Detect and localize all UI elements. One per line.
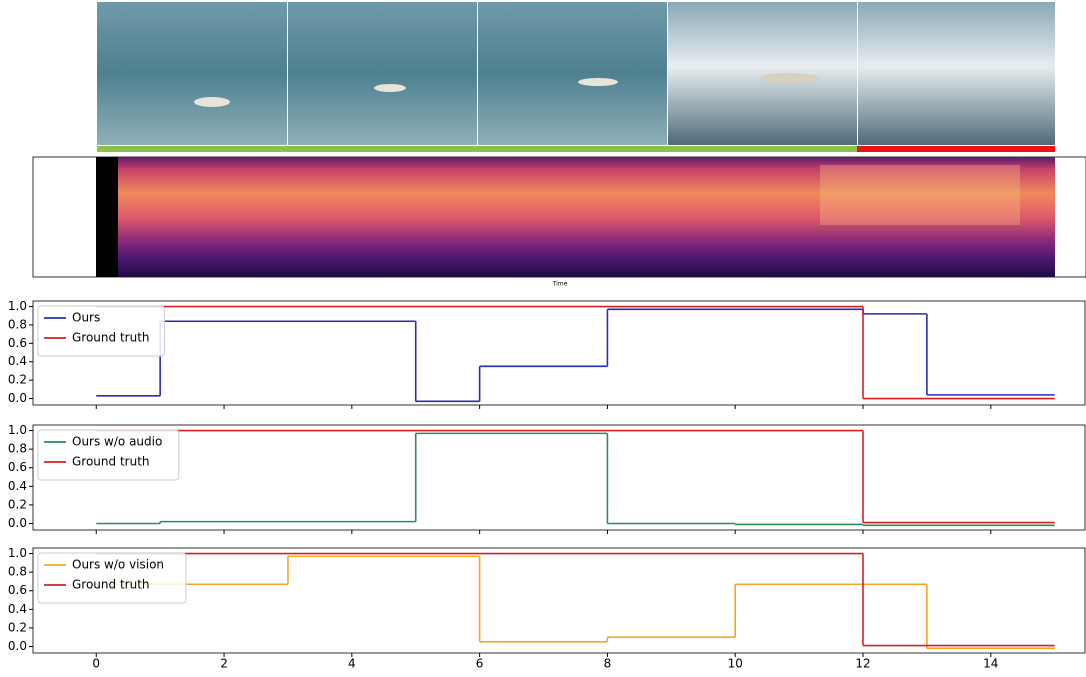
y-tick-label: 0.6 [8, 583, 27, 597]
y-tick-label: 1.0 [8, 423, 27, 437]
y-tick-label: 0.2 [8, 497, 27, 511]
spectrogram: Time [33, 157, 1086, 288]
x-tick-label: 6 [476, 657, 484, 671]
axes-frame [33, 425, 1085, 530]
frame [97, 2, 287, 145]
y-tick-label: 0.8 [8, 565, 27, 579]
frame [858, 2, 1055, 145]
segment-bar [97, 146, 857, 152]
x-tick-label: 0 [92, 657, 100, 671]
y-tick-label: 0.6 [8, 460, 27, 474]
spectrogram-highlight [820, 165, 1020, 225]
y-tick-label: 1.0 [8, 546, 27, 560]
y-tick-label: 0.0 [8, 639, 27, 653]
y-tick-label: 0.8 [8, 317, 27, 331]
video-frames [97, 2, 1055, 152]
x-tick-label: 4 [348, 657, 356, 671]
y-tick-label: 0.4 [8, 602, 27, 616]
legend-label: Ground truth [72, 578, 150, 592]
x-tick-label: 14 [983, 657, 998, 671]
spectrogram-xlabel: Time [552, 281, 568, 288]
y-tick-label: 0.4 [8, 479, 27, 493]
legend-label: Ours w/o audio [72, 435, 162, 449]
frame [478, 2, 667, 145]
surfboard [374, 84, 406, 92]
y-tick-label: 0.6 [8, 336, 27, 350]
surfboard [194, 97, 230, 107]
legend-label: Ground truth [72, 331, 150, 345]
y-tick-label: 1.0 [8, 299, 27, 313]
y-tick-label: 0.2 [8, 373, 27, 387]
legend-label: Ours w/o vision [72, 558, 164, 572]
y-tick-label: 0.2 [8, 620, 27, 634]
x-tick-label: 2 [220, 657, 228, 671]
x-tick-label: 10 [728, 657, 743, 671]
y-tick-label: 0.0 [8, 516, 27, 530]
y-tick-label: 0.8 [8, 442, 27, 456]
legend-label: Ground truth [72, 455, 150, 469]
page: {"spectrogram": {"xlabel": "Time"}, "cha… [0, 0, 1086, 673]
y-tick-label: 0.0 [8, 391, 27, 405]
x-tick-label: 8 [604, 657, 612, 671]
legend-label: Ours [72, 311, 100, 325]
surfboard [760, 73, 820, 83]
frame [288, 2, 477, 145]
figure: Time 0.0 0.2 0.4 0.6 0.8 1.0 Ours Ground truth 0… [0, 0, 1086, 673]
frame [668, 2, 857, 145]
surfboard [578, 78, 618, 86]
x-tick-label: 12 [855, 657, 870, 671]
y-tick-label: 0.4 [8, 354, 27, 368]
segment-bar [857, 146, 1055, 152]
spectrogram-silence [96, 157, 118, 277]
